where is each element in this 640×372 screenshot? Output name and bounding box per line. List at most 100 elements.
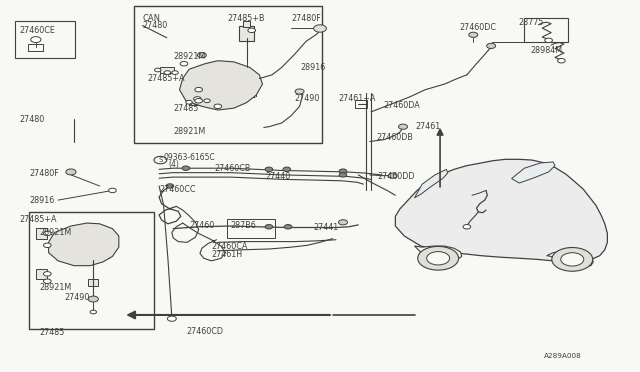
Text: 28916: 28916	[29, 196, 54, 205]
Circle shape	[388, 173, 397, 178]
Circle shape	[195, 99, 202, 103]
Text: 28921M: 28921M	[173, 126, 205, 136]
Text: 27460DC: 27460DC	[460, 23, 496, 32]
Bar	[29, 212, 154, 329]
Circle shape	[168, 316, 176, 321]
Text: 27485+A: 27485+A	[148, 74, 185, 83]
Text: 27485: 27485	[39, 328, 65, 337]
Circle shape	[204, 99, 210, 103]
Circle shape	[166, 184, 173, 188]
Circle shape	[545, 38, 552, 42]
Text: 27490: 27490	[294, 94, 320, 103]
Circle shape	[195, 87, 202, 92]
Circle shape	[44, 231, 51, 235]
Circle shape	[31, 37, 41, 42]
Circle shape	[248, 28, 255, 33]
Text: (4): (4)	[169, 160, 180, 169]
Polygon shape	[415, 169, 448, 198]
Text: 27460CE: 27460CE	[20, 26, 56, 35]
Circle shape	[557, 58, 565, 63]
Text: 27460CD: 27460CD	[186, 327, 223, 336]
Circle shape	[186, 100, 192, 104]
Text: 27460CA: 27460CA	[211, 241, 248, 250]
Circle shape	[561, 253, 584, 266]
Circle shape	[90, 310, 97, 314]
Bar	[205, 77, 256, 97]
Bar	[134, 6, 322, 143]
Circle shape	[193, 97, 201, 101]
Circle shape	[427, 251, 450, 265]
Text: 27480: 27480	[143, 21, 168, 30]
Text: 28921M: 28921M	[39, 228, 71, 237]
Bar	[161, 67, 174, 73]
Circle shape	[552, 247, 593, 271]
Circle shape	[214, 104, 221, 109]
Text: 27460DA: 27460DA	[384, 101, 420, 110]
Circle shape	[180, 61, 188, 66]
Text: 27461+A: 27461+A	[338, 94, 375, 103]
Circle shape	[284, 225, 292, 229]
Text: 27460CC: 27460CC	[159, 185, 196, 194]
Text: 27441: 27441	[314, 223, 339, 232]
Circle shape	[295, 89, 304, 94]
Text: 28984M: 28984M	[531, 46, 563, 55]
Circle shape	[182, 166, 189, 170]
Bar	[524, 18, 568, 42]
Text: 27485+B: 27485+B	[227, 14, 265, 23]
Circle shape	[486, 43, 495, 48]
Circle shape	[265, 225, 273, 229]
Bar	[88, 279, 99, 286]
Circle shape	[265, 167, 273, 171]
Text: 27460DB: 27460DB	[376, 133, 413, 142]
Bar	[36, 228, 47, 238]
Text: 27461H: 27461H	[211, 250, 243, 259]
Text: 27460CB: 27460CB	[214, 164, 251, 173]
Bar	[239, 26, 254, 41]
Text: 27460DD: 27460DD	[378, 172, 415, 181]
Text: 28916: 28916	[301, 63, 326, 72]
Bar	[15, 21, 76, 58]
Bar	[355, 100, 367, 108]
Circle shape	[468, 32, 477, 37]
Bar	[243, 21, 250, 27]
Bar	[65, 238, 109, 258]
Text: 27480: 27480	[20, 115, 45, 124]
Circle shape	[155, 68, 161, 72]
Bar	[189, 99, 207, 105]
Circle shape	[164, 71, 171, 74]
Text: A289A008: A289A008	[543, 353, 581, 359]
Text: 28921M: 28921M	[39, 283, 71, 292]
Polygon shape	[49, 223, 119, 266]
Text: 27485: 27485	[173, 104, 198, 113]
Text: 27460: 27460	[189, 221, 214, 230]
Text: 27485+A: 27485+A	[20, 215, 58, 224]
Text: CAN: CAN	[143, 14, 161, 23]
Polygon shape	[511, 162, 555, 183]
Circle shape	[463, 225, 470, 229]
Text: 27480F: 27480F	[291, 14, 321, 23]
Circle shape	[154, 156, 167, 164]
Circle shape	[339, 169, 347, 173]
Text: 27490: 27490	[65, 293, 90, 302]
Circle shape	[172, 71, 178, 74]
Text: 27480F: 27480F	[29, 169, 59, 177]
Text: 27440: 27440	[266, 172, 291, 181]
Circle shape	[339, 220, 348, 225]
Bar	[227, 219, 275, 238]
Bar	[36, 269, 47, 279]
Polygon shape	[396, 159, 607, 262]
Circle shape	[88, 296, 99, 302]
Polygon shape	[415, 246, 462, 260]
Circle shape	[339, 173, 347, 177]
Text: 28921M: 28921M	[173, 52, 205, 61]
Circle shape	[66, 169, 76, 175]
Text: S: S	[158, 157, 163, 163]
Circle shape	[109, 188, 116, 193]
Text: 27461: 27461	[416, 122, 441, 131]
Text: 287B6: 287B6	[230, 221, 257, 230]
Circle shape	[197, 52, 206, 58]
Polygon shape	[547, 251, 593, 267]
Text: 09363-6165C: 09363-6165C	[164, 153, 215, 161]
Polygon shape	[179, 61, 262, 110]
Circle shape	[418, 246, 459, 270]
